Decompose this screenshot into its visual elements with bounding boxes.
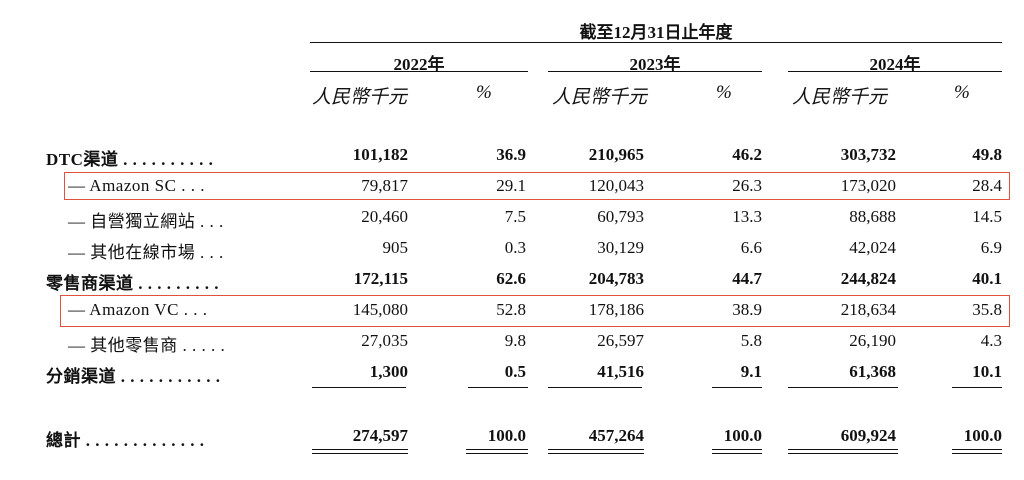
cell-2022-amount: 1,300 — [369, 362, 408, 381]
cell-2024-amount: 42,024 — [849, 238, 896, 257]
subtotal-rule — [712, 387, 762, 388]
year-header-2022: 2022年 — [393, 55, 445, 74]
cell-2024-pct: 40.1 — [972, 269, 1002, 288]
row-label: 分銷渠道 . . . . . . . . . . . — [46, 367, 221, 386]
total-2023-pct: 100.0 — [723, 426, 762, 445]
cell-2024-amount: 26,190 — [849, 331, 896, 350]
cell-2023-pct: 13.3 — [732, 207, 762, 226]
subtotal-rule — [312, 387, 406, 388]
cell-2023-pct: 46.2 — [732, 145, 762, 164]
cell-2022-pct: 62.6 — [496, 269, 526, 288]
cell-2023-pct: 9.1 — [740, 362, 762, 381]
cell-2023-pct: 26.3 — [732, 176, 762, 195]
cell-2024-pct: 35.8 — [972, 300, 1002, 319]
highlight-box-amazon-vc — [60, 295, 1010, 327]
cell-2022-amount: 27,035 — [361, 331, 408, 350]
cell-2022-amount: 79,817 — [361, 176, 408, 195]
cell-2023-amount: 30,129 — [597, 238, 644, 257]
subtotal-rule — [468, 387, 528, 388]
cell-2022-amount: 145,080 — [352, 300, 408, 319]
total-2022-amount: 274,597 — [352, 426, 408, 445]
cell-2023-pct: 6.6 — [740, 238, 762, 257]
total-double-rule — [788, 449, 898, 454]
subtotal-rule — [788, 387, 898, 388]
cell-2023-amount: 210,965 — [588, 145, 644, 164]
row-label: — 其他在線市場 . . . — [68, 243, 224, 262]
subtotal-rule — [952, 387, 1002, 388]
unit-pct-2024: % — [954, 82, 970, 103]
cell-2023-pct: 38.9 — [732, 300, 762, 319]
cell-2023-amount: 26,597 — [597, 331, 644, 350]
total-double-rule — [712, 449, 762, 454]
cell-2024-amount: 218,634 — [840, 300, 896, 319]
cell-2023-amount: 178,186 — [588, 300, 644, 319]
cell-2022-amount: 20,460 — [361, 207, 408, 226]
total-double-rule — [952, 449, 1002, 454]
total-double-rule — [466, 449, 528, 454]
total-2024-pct: 100.0 — [963, 426, 1002, 445]
total-label: 總計 . . . . . . . . . . . . . — [46, 431, 205, 450]
cell-2023-pct: 44.7 — [732, 269, 762, 288]
cell-2024-pct: 49.8 — [972, 145, 1002, 164]
year-rule-2022 — [310, 71, 528, 72]
cell-2024-pct: 14.5 — [972, 207, 1002, 226]
total-double-rule — [548, 449, 644, 454]
cell-2024-amount: 88,688 — [849, 207, 896, 226]
cell-2024-amount: 244,824 — [840, 269, 896, 288]
row-label: — 其他零售商 . . . . . — [68, 336, 226, 355]
cell-2022-pct: 0.3 — [504, 238, 526, 257]
unit-amount-2024: 人民幣千元 — [792, 87, 888, 108]
row-label: — Amazon VC . . . — [68, 300, 208, 319]
cell-2024-pct: 10.1 — [972, 362, 1002, 381]
cell-2022-pct: 0.5 — [504, 362, 526, 381]
cell-2023-amount: 60,793 — [597, 207, 644, 226]
unit-pct-2023: % — [716, 82, 732, 103]
total-double-rule — [312, 449, 408, 454]
cell-2024-amount: 61,368 — [849, 362, 896, 381]
cell-2024-pct: 28.4 — [972, 176, 1002, 195]
cell-2022-pct: 36.9 — [496, 145, 526, 164]
year-rule-2023 — [548, 71, 762, 72]
cell-2024-pct: 6.9 — [980, 238, 1002, 257]
cell-2024-pct: 4.3 — [980, 331, 1002, 350]
unit-pct-2022: % — [476, 82, 492, 103]
row-label: — 自營獨立網站 . . . — [68, 212, 224, 231]
cell-2023-amount: 204,783 — [588, 269, 644, 288]
highlight-box-amazon-sc — [64, 172, 1010, 200]
cell-2023-amount: 41,516 — [597, 362, 644, 381]
year-header-2024: 2024年 — [869, 55, 921, 74]
cell-2022-pct: 7.5 — [504, 207, 526, 226]
row-label: 零售商渠道 . . . . . . . . . — [46, 274, 219, 293]
cell-2024-amount: 303,732 — [840, 145, 896, 164]
subtotal-rule — [548, 387, 642, 388]
cell-2024-amount: 173,020 — [840, 176, 896, 195]
unit-amount-2023: 人民幣千元 — [552, 87, 648, 108]
cell-2023-amount: 120,043 — [588, 176, 644, 195]
header-rule — [310, 42, 1002, 43]
cell-2022-amount: 905 — [382, 238, 409, 257]
row-label: — Amazon SC . . . — [68, 176, 205, 195]
cell-2022-pct: 29.1 — [496, 176, 526, 195]
cell-2023-pct: 5.8 — [740, 331, 762, 350]
period-header: 截至12月31日止年度 — [579, 23, 733, 42]
row-label: DTC渠道 . . . . . . . . . . — [46, 150, 214, 169]
cell-2022-amount: 101,182 — [352, 145, 408, 164]
total-2022-pct: 100.0 — [487, 426, 526, 445]
cell-2022-pct: 9.8 — [504, 331, 526, 350]
total-2024-amount: 609,924 — [840, 426, 896, 445]
year-rule-2024 — [788, 71, 1002, 72]
year-header-2023: 2023年 — [629, 55, 681, 74]
unit-amount-2022: 人民幣千元 — [312, 87, 408, 108]
cell-2022-pct: 52.8 — [496, 300, 526, 319]
cell-2022-amount: 172,115 — [353, 269, 408, 288]
total-2023-amount: 457,264 — [588, 426, 644, 445]
